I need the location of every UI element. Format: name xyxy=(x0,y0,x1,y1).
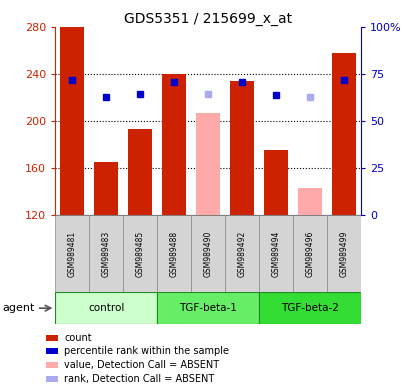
Text: GSM989499: GSM989499 xyxy=(339,230,348,276)
Bar xyxy=(162,74,186,215)
Bar xyxy=(258,215,292,292)
Bar xyxy=(157,215,191,292)
Bar xyxy=(46,362,58,368)
Text: rank, Detection Call = ABSENT: rank, Detection Call = ABSENT xyxy=(64,374,214,384)
Bar xyxy=(292,215,326,292)
Bar xyxy=(326,215,360,292)
Bar xyxy=(297,188,321,215)
Bar xyxy=(331,53,355,215)
Bar xyxy=(46,334,58,341)
Bar xyxy=(258,292,360,324)
Text: GSM989485: GSM989485 xyxy=(135,230,144,276)
Bar xyxy=(46,348,58,354)
Bar xyxy=(46,376,58,382)
Text: GSM989488: GSM989488 xyxy=(169,230,178,276)
Text: value, Detection Call = ABSENT: value, Detection Call = ABSENT xyxy=(64,360,219,370)
Text: GSM989490: GSM989490 xyxy=(203,230,212,276)
Text: count: count xyxy=(64,333,92,343)
Bar xyxy=(55,215,89,292)
Title: GDS5351 / 215699_x_at: GDS5351 / 215699_x_at xyxy=(124,12,292,26)
Bar xyxy=(128,129,152,215)
Bar xyxy=(94,162,118,215)
Bar xyxy=(191,215,225,292)
Text: GSM989492: GSM989492 xyxy=(237,230,246,276)
Bar xyxy=(196,113,219,215)
Bar xyxy=(123,215,157,292)
Text: GSM989494: GSM989494 xyxy=(271,230,280,276)
Bar xyxy=(229,81,253,215)
Text: GSM989481: GSM989481 xyxy=(67,230,76,276)
Text: GSM989483: GSM989483 xyxy=(101,230,110,276)
Text: TGF-beta-1: TGF-beta-1 xyxy=(179,303,236,313)
Bar xyxy=(225,215,258,292)
Bar xyxy=(60,27,84,215)
Text: control: control xyxy=(88,303,124,313)
Bar xyxy=(263,151,287,215)
Text: percentile rank within the sample: percentile rank within the sample xyxy=(64,346,229,356)
Text: TGF-beta-2: TGF-beta-2 xyxy=(280,303,338,313)
Text: agent: agent xyxy=(2,303,35,313)
Text: GSM989496: GSM989496 xyxy=(305,230,314,276)
Bar xyxy=(89,215,123,292)
Bar xyxy=(55,292,157,324)
Bar xyxy=(157,292,258,324)
